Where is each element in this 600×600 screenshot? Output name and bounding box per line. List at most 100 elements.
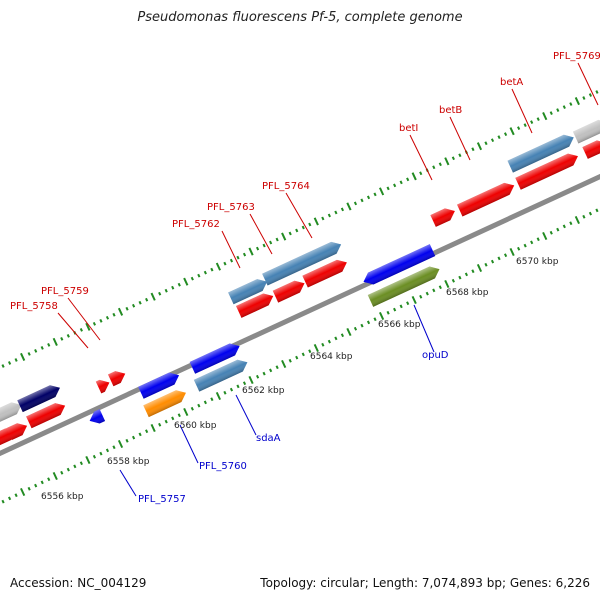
tick-mark — [275, 237, 279, 242]
gene-arrow[interactable] — [193, 356, 250, 392]
tick-mark — [210, 267, 214, 272]
gene-label-opud[interactable]: opuD — [422, 350, 449, 361]
tick-mark — [321, 216, 325, 221]
gene-label-beta[interactable]: betA — [500, 77, 523, 88]
tick-mark — [313, 343, 319, 353]
tick-mark — [117, 439, 124, 449]
gene-arrow[interactable] — [143, 387, 188, 418]
tick-mark — [549, 111, 553, 115]
kbp-label: 6564 kbp — [310, 352, 353, 362]
gene-arrow[interactable] — [0, 425, 18, 452]
leader-line — [449, 116, 471, 161]
tick-mark — [125, 438, 129, 443]
gene-label-pfl5763[interactable]: PFL_5763 — [207, 202, 255, 213]
tick-mark — [177, 282, 181, 287]
gene-label-pfl5758[interactable]: PFL_5758 — [10, 301, 58, 312]
tick-mark — [138, 432, 142, 437]
tick-mark — [386, 186, 390, 191]
gene-arrow[interactable] — [26, 400, 68, 429]
tick-mark — [411, 295, 417, 305]
tick-mark — [313, 217, 319, 226]
tick-mark — [476, 142, 483, 151]
gene-label-pfl5764[interactable]: PFL_5764 — [262, 181, 310, 192]
gene-arrow[interactable] — [262, 239, 344, 286]
tick-mark — [595, 208, 599, 213]
gene-arrow[interactable] — [430, 205, 457, 227]
gene-label-pfl5769[interactable]: PFL_5769 — [553, 51, 600, 62]
gene-label-pfl5757[interactable]: PFL_5757 — [138, 494, 186, 505]
tick-mark — [582, 96, 586, 100]
tick-mark — [203, 270, 207, 275]
tick-mark — [79, 461, 83, 466]
kbp-label: 6560 kbp — [174, 421, 217, 431]
tick-mark — [536, 237, 540, 242]
tick-mark — [215, 391, 222, 401]
gene-arrow[interactable] — [17, 382, 62, 413]
tick-mark — [197, 403, 201, 408]
tick-mark — [393, 307, 397, 312]
gene-arrow[interactable] — [572, 117, 600, 144]
tick-mark — [223, 261, 227, 266]
gene-arrow[interactable] — [6, 420, 30, 441]
tick-mark — [256, 374, 260, 379]
tick-mark — [262, 371, 266, 376]
gene-arrow[interactable] — [87, 409, 106, 427]
gene-arrow[interactable] — [302, 256, 349, 288]
gene-arrow[interactable] — [361, 244, 436, 288]
tick-mark — [497, 135, 501, 140]
tick-mark — [85, 322, 91, 331]
gene-arrow[interactable] — [515, 150, 580, 190]
tick-mark — [419, 171, 423, 176]
tick-mark — [242, 381, 247, 386]
tick-mark — [523, 243, 527, 248]
gene-arrow[interactable] — [95, 377, 112, 394]
gene-label-pfl5762[interactable]: PFL_5762 — [172, 219, 220, 230]
tick-mark — [340, 333, 344, 338]
label-leaders — [57, 62, 599, 497]
gene-arrow[interactable] — [189, 340, 243, 374]
tick-mark — [229, 387, 234, 392]
tick-mark — [530, 120, 534, 124]
gene-arrow[interactable] — [228, 276, 270, 305]
tick-mark — [444, 157, 450, 166]
tick-mark — [236, 255, 240, 260]
gene-arrow[interactable] — [236, 290, 276, 318]
gene-label-pfl5760[interactable]: PFL_5760 — [199, 461, 247, 472]
gene-arrow[interactable] — [367, 263, 442, 307]
tick-mark — [236, 384, 240, 389]
tick-mark — [360, 198, 364, 203]
gene-label-beti[interactable]: betI — [399, 123, 418, 134]
tick-mark — [373, 317, 377, 322]
tick-mark — [497, 256, 501, 261]
tick-mark — [150, 292, 156, 301]
tick-mark — [92, 454, 96, 459]
leader-line — [57, 312, 89, 349]
tick-mark — [242, 252, 247, 257]
tick-mark — [164, 419, 168, 424]
gene-arrow[interactable] — [272, 277, 308, 303]
tick-mark — [281, 232, 287, 241]
gene-arrow[interactable] — [108, 368, 128, 387]
tick-mark — [112, 445, 116, 450]
gene-label-sdaa[interactable]: sdaA — [256, 433, 281, 444]
gene-arrow[interactable] — [0, 399, 24, 426]
tick-mark — [504, 132, 508, 137]
gene-label-betb[interactable]: betB — [439, 105, 462, 116]
tick-mark — [504, 253, 508, 258]
tick-mark — [14, 493, 18, 498]
gene-label-pfl5759[interactable]: PFL_5759 — [41, 286, 89, 297]
gene-arrow[interactable] — [457, 180, 517, 217]
gene-arrow[interactable] — [507, 131, 576, 173]
tick-mark — [99, 318, 103, 323]
tick-mark — [79, 327, 83, 332]
tick-mark — [458, 153, 462, 158]
length-label: Length: — [372, 576, 419, 590]
tick-mark — [8, 496, 12, 501]
kbp-label: 6558 kbp — [107, 457, 150, 467]
gene-features — [0, 117, 600, 452]
gene-arrow[interactable] — [582, 137, 600, 159]
kbp-label: 6556 kbp — [41, 492, 84, 502]
gene-arrow[interactable] — [138, 369, 182, 399]
genes-label: Genes: — [509, 576, 552, 590]
tick-mark — [444, 279, 450, 289]
